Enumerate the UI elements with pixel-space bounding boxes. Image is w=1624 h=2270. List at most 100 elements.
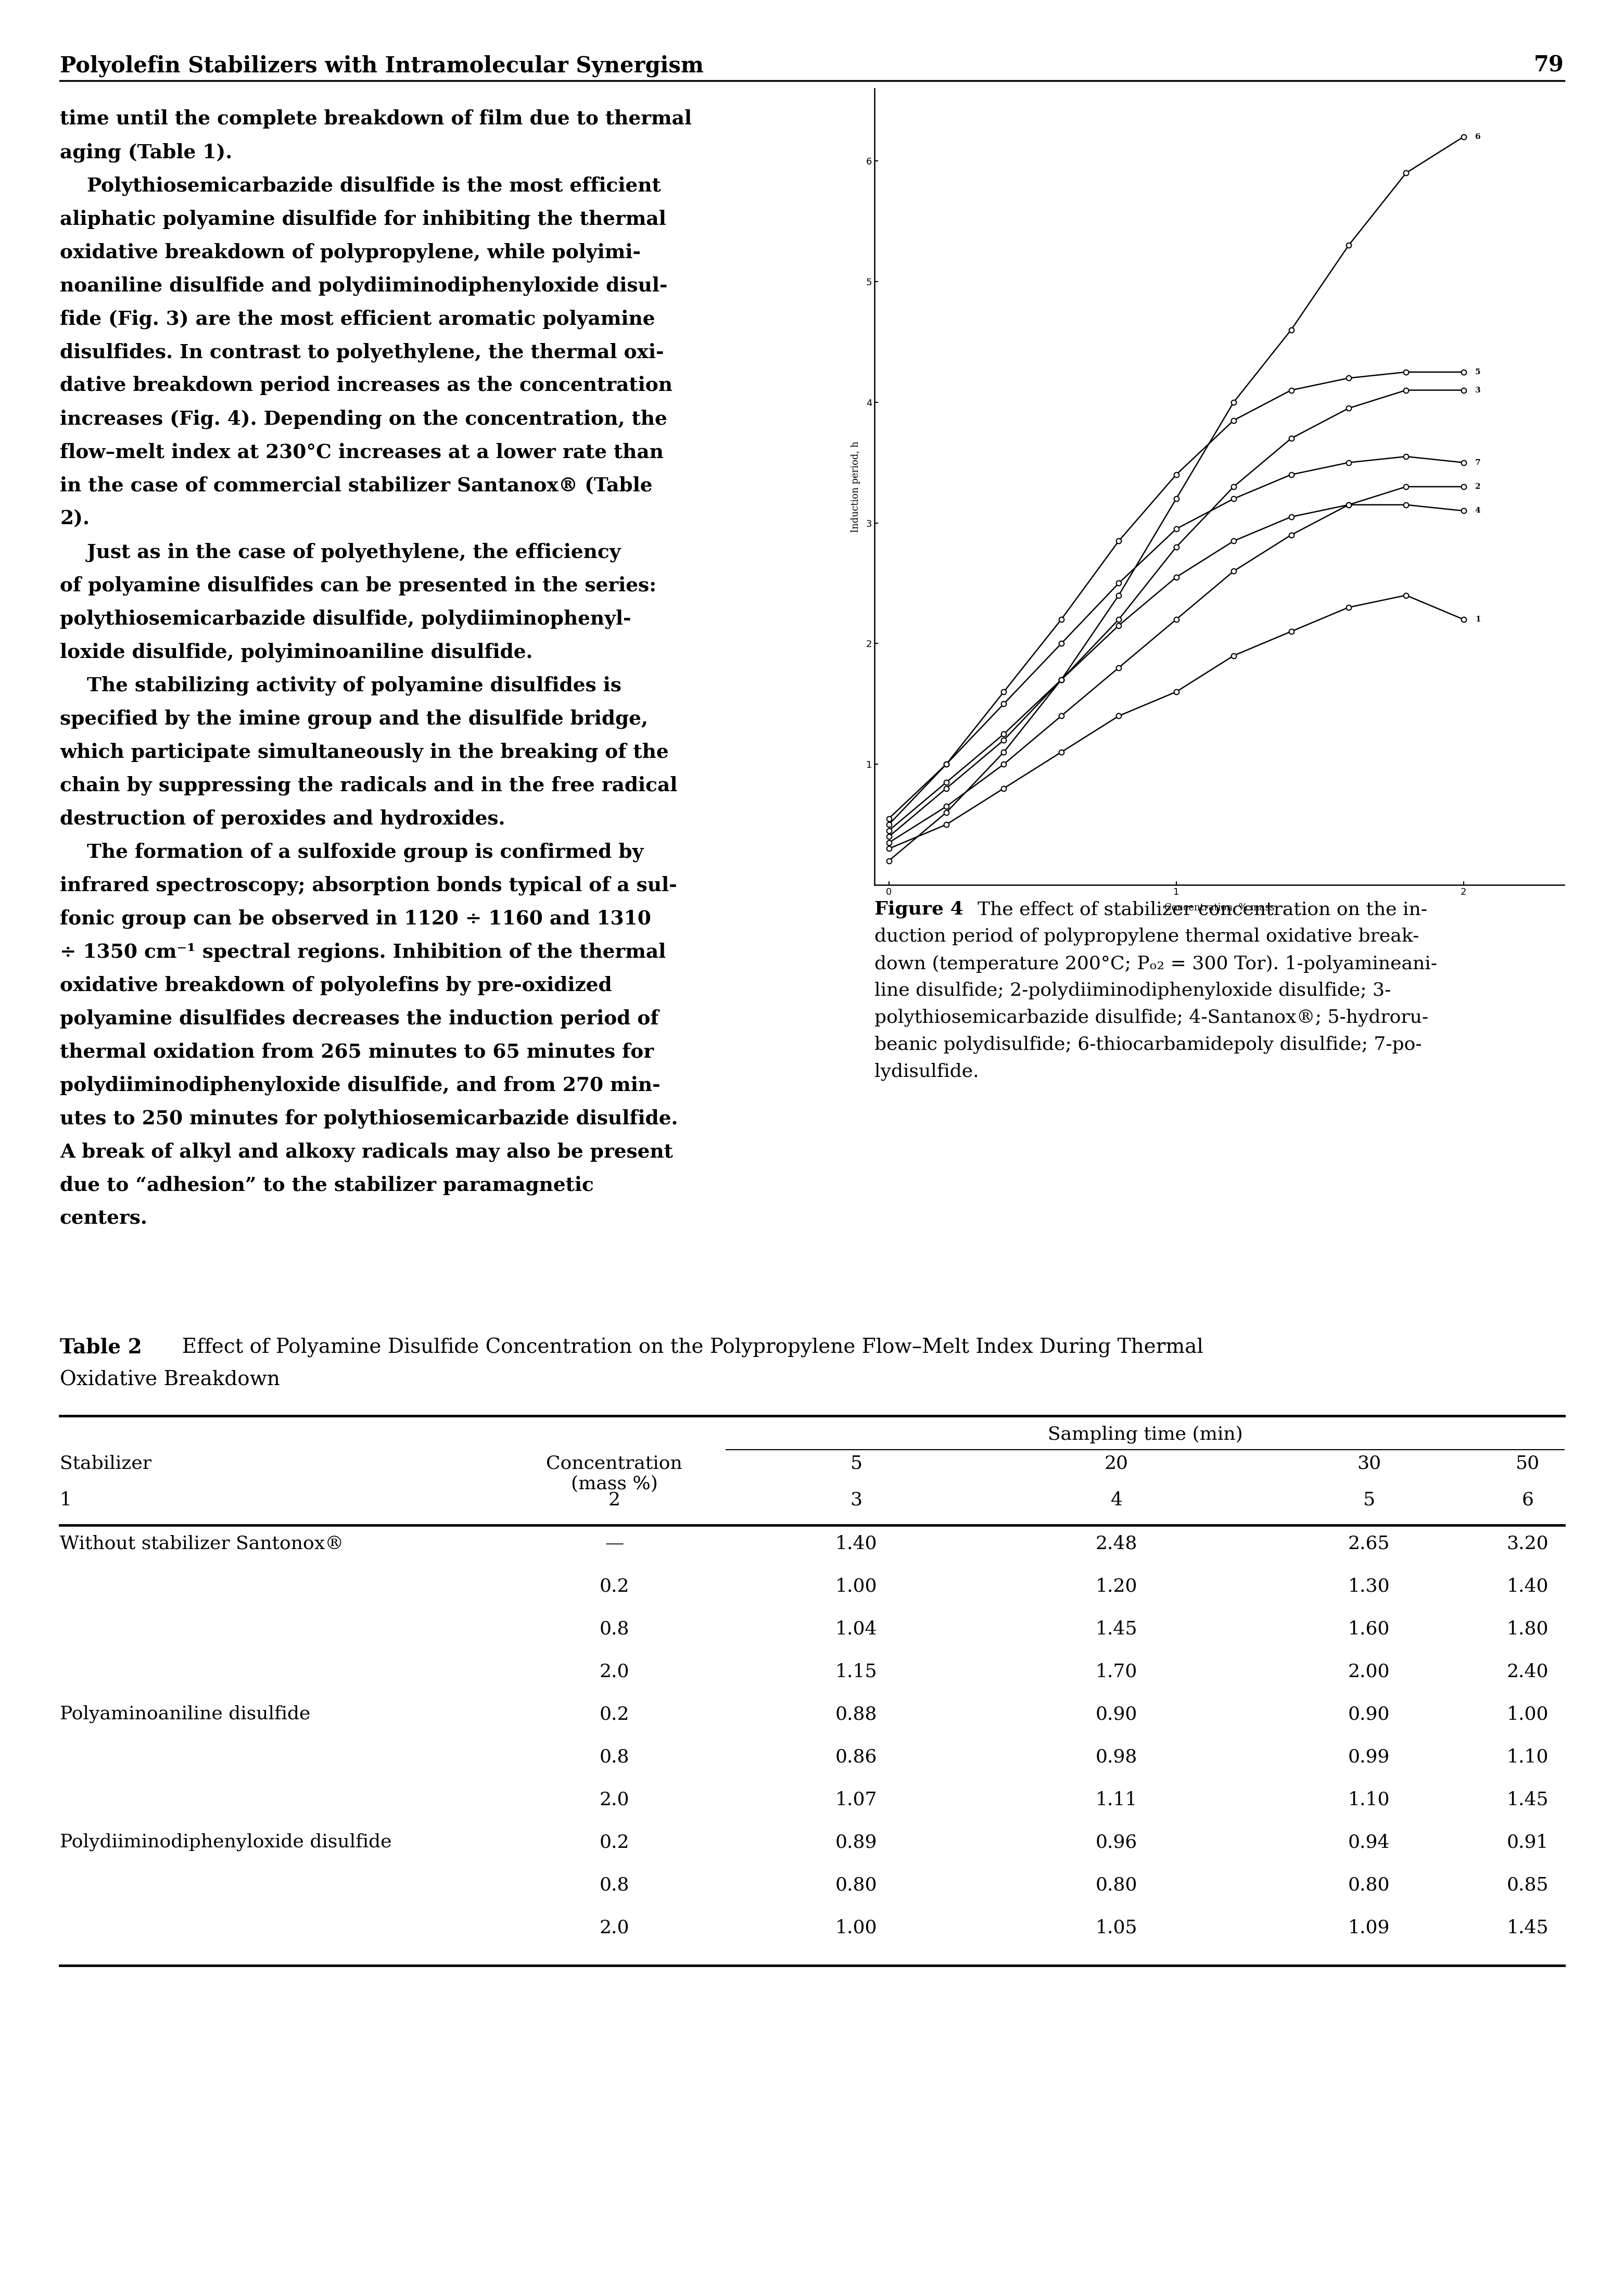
Text: which participate simultaneously in the breaking of the: which participate simultaneously in the … bbox=[60, 742, 669, 763]
Text: chain by suppressing the radicals and in the free radical: chain by suppressing the radicals and in… bbox=[60, 776, 677, 794]
Text: Concentration: Concentration bbox=[546, 1455, 682, 1473]
Text: beanic polydisulfide; 6-thiocarbamidepoly disulfide; 7-po-: beanic polydisulfide; 6-thiocarbamidepol… bbox=[874, 1035, 1423, 1053]
Text: centers.: centers. bbox=[60, 1208, 148, 1228]
Text: 1.20: 1.20 bbox=[1096, 1578, 1137, 1596]
Text: 1.40: 1.40 bbox=[1507, 1578, 1549, 1596]
Text: 3: 3 bbox=[851, 1491, 862, 1510]
Text: lydisulfide.: lydisulfide. bbox=[874, 1062, 979, 1081]
Text: Just as in the case of polyethylene, the efficiency: Just as in the case of polyethylene, the… bbox=[60, 543, 620, 563]
Text: 4: 4 bbox=[1475, 506, 1481, 515]
Text: 0.80: 0.80 bbox=[835, 1875, 877, 1893]
Text: duction period of polypropylene thermal oxidative break-: duction period of polypropylene thermal … bbox=[874, 928, 1419, 947]
Text: flow–melt index at 230°C increases at a lower rate than: flow–melt index at 230°C increases at a … bbox=[60, 443, 664, 461]
Text: 2: 2 bbox=[1475, 484, 1481, 490]
Text: disulfides. In contrast to polyethylene, the thermal oxi-: disulfides. In contrast to polyethylene,… bbox=[60, 343, 664, 361]
Text: 1: 1 bbox=[60, 1491, 71, 1510]
Text: 0.90: 0.90 bbox=[1348, 1705, 1390, 1723]
Text: 0.86: 0.86 bbox=[835, 1748, 877, 1766]
Text: A break of alkyl and alkoxy radicals may also be present: A break of alkyl and alkoxy radicals may… bbox=[60, 1142, 672, 1162]
Text: time until the complete breakdown of film due to thermal: time until the complete breakdown of fil… bbox=[60, 109, 692, 129]
Text: The stabilizing activity of polyamine disulfides is: The stabilizing activity of polyamine di… bbox=[60, 676, 622, 695]
Text: 1.00: 1.00 bbox=[835, 1918, 877, 1936]
Text: 1.70: 1.70 bbox=[1096, 1662, 1137, 1680]
Text: 2).: 2). bbox=[60, 508, 89, 529]
Text: 50: 50 bbox=[1515, 1455, 1540, 1473]
Text: 0.80: 0.80 bbox=[1348, 1875, 1390, 1893]
Text: Without stabilizer Santonox®: Without stabilizer Santonox® bbox=[60, 1535, 344, 1553]
Text: dative breakdown period increases as the concentration: dative breakdown period increases as the… bbox=[60, 377, 672, 395]
Text: utes to 250 minutes for polythiosemicarbazide disulfide.: utes to 250 minutes for polythiosemicarb… bbox=[60, 1108, 677, 1128]
Text: polydiiminodiphenyloxide disulfide, and from 270 min-: polydiiminodiphenyloxide disulfide, and … bbox=[60, 1076, 661, 1094]
Text: 4: 4 bbox=[1111, 1491, 1122, 1510]
Text: 0.94: 0.94 bbox=[1348, 1834, 1390, 1850]
Text: Effect of Polyamine Disulfide Concentration on the Polypropylene Flow–Melt Index: Effect of Polyamine Disulfide Concentrat… bbox=[169, 1337, 1203, 1357]
Text: 1.60: 1.60 bbox=[1348, 1621, 1390, 1637]
Text: 0.88: 0.88 bbox=[835, 1705, 877, 1723]
Text: 2: 2 bbox=[609, 1491, 620, 1510]
Text: 79: 79 bbox=[1535, 54, 1564, 77]
Text: 1.05: 1.05 bbox=[1096, 1918, 1137, 1936]
Text: fide (Fig. 3) are the most efficient aromatic polyamine: fide (Fig. 3) are the most efficient aro… bbox=[60, 309, 654, 329]
Text: 0.2: 0.2 bbox=[599, 1834, 628, 1850]
Text: Polyolefin Stabilizers with Intramolecular Synergism: Polyolefin Stabilizers with Intramolecul… bbox=[60, 54, 703, 77]
Text: 1.09: 1.09 bbox=[1348, 1918, 1390, 1936]
Text: 0.91: 0.91 bbox=[1507, 1834, 1549, 1850]
Text: 3: 3 bbox=[1475, 386, 1481, 393]
Text: 2.0: 2.0 bbox=[599, 1918, 628, 1936]
Text: increases (Fig. 4). Depending on the concentration, the: increases (Fig. 4). Depending on the con… bbox=[60, 409, 667, 429]
Text: Stabilizer: Stabilizer bbox=[60, 1455, 151, 1473]
Text: Polyaminoaniline disulfide: Polyaminoaniline disulfide bbox=[60, 1705, 310, 1723]
Text: Oxidative Breakdown: Oxidative Breakdown bbox=[60, 1371, 279, 1389]
Text: 1.07: 1.07 bbox=[835, 1791, 877, 1809]
Text: 2.40: 2.40 bbox=[1507, 1662, 1549, 1680]
Text: Polydiiminodiphenyloxide disulfide: Polydiiminodiphenyloxide disulfide bbox=[60, 1834, 391, 1852]
Text: Table 2: Table 2 bbox=[60, 1337, 141, 1357]
Text: 5: 5 bbox=[1475, 368, 1481, 377]
Text: 2.65: 2.65 bbox=[1348, 1535, 1390, 1553]
Text: oxidative breakdown of polyolefins by pre-oxidized: oxidative breakdown of polyolefins by pr… bbox=[60, 976, 612, 994]
Text: 0.96: 0.96 bbox=[1096, 1834, 1137, 1850]
Text: 1.45: 1.45 bbox=[1507, 1918, 1549, 1936]
Text: thermal oxidation from 265 minutes to 65 minutes for: thermal oxidation from 265 minutes to 65… bbox=[60, 1042, 654, 1062]
Text: destruction of peroxides and hydroxides.: destruction of peroxides and hydroxides. bbox=[60, 808, 505, 829]
Text: —: — bbox=[604, 1535, 624, 1553]
Text: fonic group can be observed in 1120 ÷ 1160 and 1310: fonic group can be observed in 1120 ÷ 11… bbox=[60, 908, 651, 928]
Text: 0.2: 0.2 bbox=[599, 1578, 628, 1596]
Text: 5: 5 bbox=[851, 1455, 862, 1473]
Text: 1.11: 1.11 bbox=[1096, 1791, 1137, 1809]
Text: 1.40: 1.40 bbox=[835, 1535, 877, 1553]
Text: 1.00: 1.00 bbox=[835, 1578, 877, 1596]
Text: 7: 7 bbox=[1475, 459, 1481, 465]
Text: 2.00: 2.00 bbox=[1348, 1662, 1390, 1680]
Text: loxide disulfide, polyiminoaniline disulfide.: loxide disulfide, polyiminoaniline disul… bbox=[60, 642, 533, 663]
Text: down (temperature 200°C; Pₒ₂ = 300 Tor). 1-polyamineani-: down (temperature 200°C; Pₒ₂ = 300 Tor).… bbox=[874, 956, 1437, 972]
Text: line disulfide; 2-polydiiminodiphenyloxide disulfide; 3-: line disulfide; 2-polydiiminodiphenyloxi… bbox=[874, 981, 1392, 999]
Text: 2.48: 2.48 bbox=[1096, 1535, 1137, 1553]
Text: aliphatic polyamine disulfide for inhibiting the thermal: aliphatic polyamine disulfide for inhibi… bbox=[60, 209, 666, 229]
Text: 0.8: 0.8 bbox=[599, 1875, 628, 1893]
Text: 0.85: 0.85 bbox=[1507, 1875, 1549, 1893]
Text: noaniline disulfide and polydiiminodiphenyloxide disul-: noaniline disulfide and polydiiminodiphe… bbox=[60, 277, 667, 295]
Text: of polyamine disulfides can be presented in the series:: of polyamine disulfides can be presented… bbox=[60, 577, 656, 595]
Text: 0.98: 0.98 bbox=[1096, 1748, 1137, 1766]
Text: specified by the imine group and the disulfide bridge,: specified by the imine group and the dis… bbox=[60, 708, 648, 729]
Text: 5: 5 bbox=[1363, 1491, 1376, 1510]
Text: Sampling time (min): Sampling time (min) bbox=[1047, 1426, 1242, 1444]
Text: 1.80: 1.80 bbox=[1507, 1621, 1549, 1637]
Text: 0.99: 0.99 bbox=[1348, 1748, 1390, 1766]
Text: due to “adhesion” to the stabilizer paramagnetic: due to “adhesion” to the stabilizer para… bbox=[60, 1176, 594, 1194]
Text: aging (Table 1).: aging (Table 1). bbox=[60, 143, 232, 161]
Text: 1.00: 1.00 bbox=[1507, 1705, 1549, 1723]
Text: polyamine disulfides decreases the induction period of: polyamine disulfides decreases the induc… bbox=[60, 1008, 659, 1028]
Text: 2.0: 2.0 bbox=[599, 1791, 628, 1809]
Text: 0.90: 0.90 bbox=[1096, 1705, 1137, 1723]
Text: infrared spectroscopy; absorption bonds typical of a sul-: infrared spectroscopy; absorption bonds … bbox=[60, 876, 677, 894]
Text: 1.15: 1.15 bbox=[835, 1662, 877, 1680]
Text: in the case of commercial stabilizer Santanox® (Table: in the case of commercial stabilizer San… bbox=[60, 477, 653, 495]
Text: 6: 6 bbox=[1522, 1491, 1533, 1510]
Text: 1.45: 1.45 bbox=[1096, 1621, 1137, 1637]
Text: ÷ 1350 cm⁻¹ spectral regions. Inhibition of the thermal: ÷ 1350 cm⁻¹ spectral regions. Inhibition… bbox=[60, 942, 666, 962]
Text: (mass %): (mass %) bbox=[570, 1476, 658, 1491]
Text: 0.8: 0.8 bbox=[599, 1748, 628, 1766]
Text: 1.45: 1.45 bbox=[1507, 1791, 1549, 1809]
